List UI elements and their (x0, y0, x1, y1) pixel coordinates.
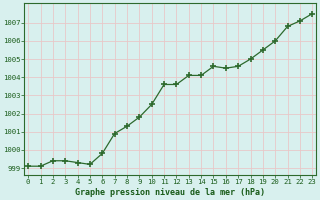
X-axis label: Graphe pression niveau de la mer (hPa): Graphe pression niveau de la mer (hPa) (75, 188, 265, 197)
